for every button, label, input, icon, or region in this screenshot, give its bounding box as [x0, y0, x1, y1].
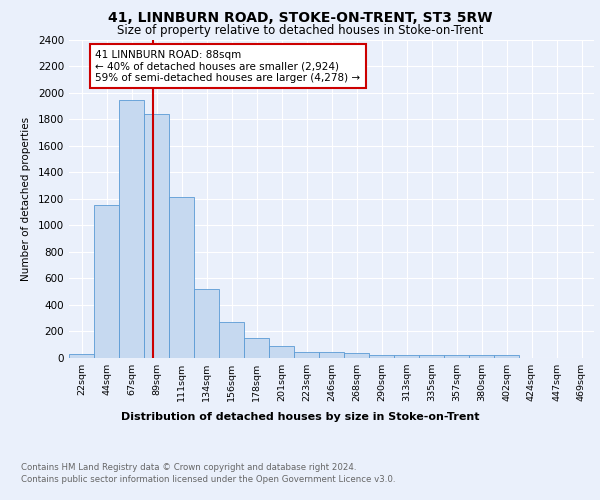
Y-axis label: Number of detached properties: Number of detached properties: [21, 116, 31, 281]
Bar: [169, 197, 194, 358]
Text: Distribution of detached houses by size in Stoke-on-Trent: Distribution of detached houses by size …: [121, 412, 479, 422]
Bar: [94, 206, 119, 358]
Text: Contains HM Land Registry data © Crown copyright and database right 2024.: Contains HM Land Registry data © Crown c…: [21, 462, 356, 471]
Text: Size of property relative to detached houses in Stoke-on-Trent: Size of property relative to detached ho…: [117, 24, 483, 37]
Bar: [319, 352, 344, 358]
Bar: [294, 352, 319, 358]
Bar: [469, 355, 494, 358]
Bar: [244, 338, 269, 357]
Bar: [394, 354, 419, 358]
Bar: [344, 353, 369, 358]
Bar: [419, 355, 444, 358]
Bar: [194, 290, 219, 358]
Bar: [119, 100, 144, 358]
Bar: [269, 346, 294, 358]
Bar: [69, 354, 94, 358]
Bar: [369, 355, 394, 358]
Bar: [444, 355, 469, 358]
Bar: [219, 322, 244, 358]
Text: 41, LINNBURN ROAD, STOKE-ON-TRENT, ST3 5RW: 41, LINNBURN ROAD, STOKE-ON-TRENT, ST3 5…: [108, 11, 492, 25]
Text: Contains public sector information licensed under the Open Government Licence v3: Contains public sector information licen…: [21, 475, 395, 484]
Bar: [144, 114, 169, 358]
Bar: [494, 355, 519, 358]
Text: 41 LINNBURN ROAD: 88sqm
← 40% of detached houses are smaller (2,924)
59% of semi: 41 LINNBURN ROAD: 88sqm ← 40% of detache…: [95, 50, 361, 82]
